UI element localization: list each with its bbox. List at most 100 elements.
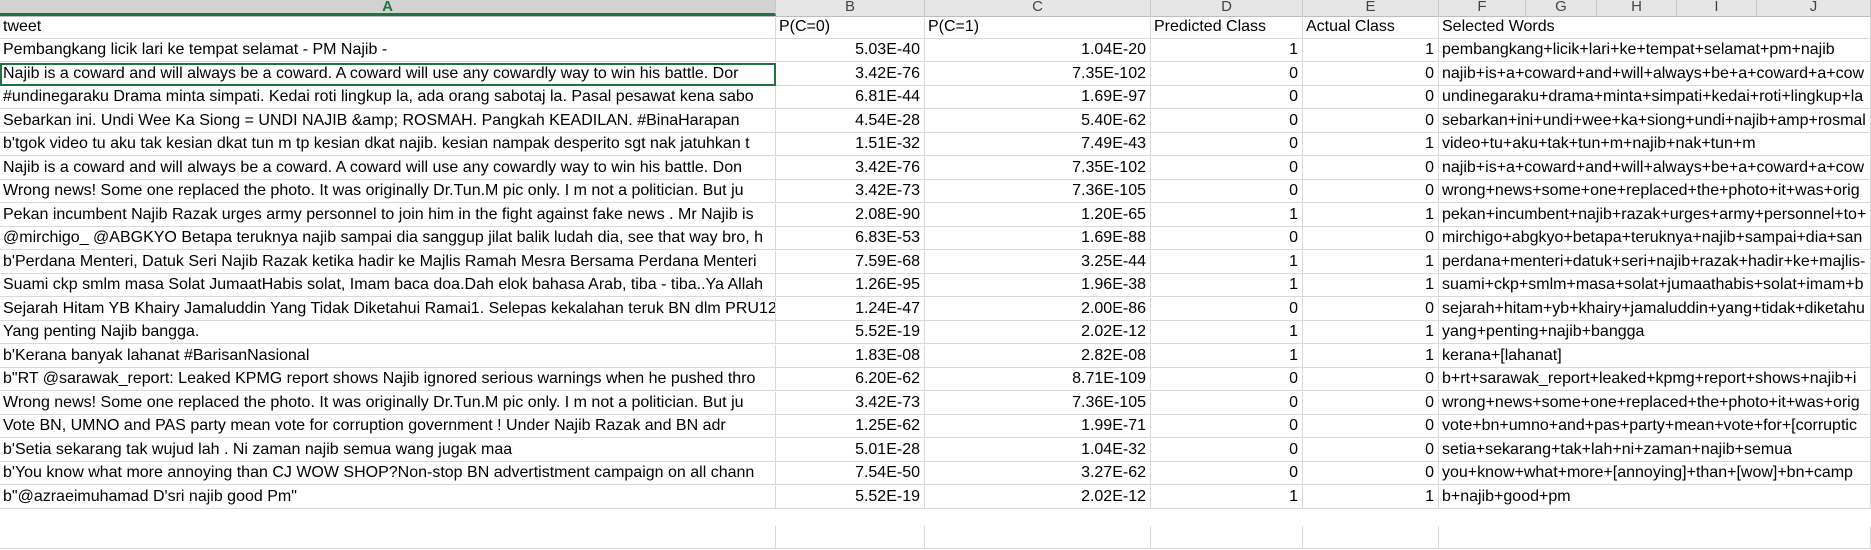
cell-pc1[interactable]: 1.96E-38 xyxy=(925,274,1151,297)
cell-tweet[interactable]: Pembangkang licik lari ke tempat selamat… xyxy=(0,39,776,62)
cell-tweet[interactable]: b"@azraeimuhamad D'sri najib good Pm" xyxy=(0,485,776,509)
cell-tweet[interactable]: b'Kerana banyak lahanat #BarisanNasional xyxy=(0,344,776,368)
empty-cell[interactable] xyxy=(0,526,776,549)
cell-tweet[interactable]: #undinegaraku Drama minta simpati. Kedai… xyxy=(0,86,776,109)
column-header-b[interactable]: B xyxy=(776,0,925,16)
cell-pc0[interactable]: 3.42E-73 xyxy=(776,391,925,415)
cell-pc1[interactable]: 7.35E-102 xyxy=(925,62,1151,86)
cell-actual-class[interactable]: 0 xyxy=(1303,156,1439,180)
cell-selected-words[interactable]: suami+ckp+smlm+masa+solat+jumaathabis+so… xyxy=(1439,274,1871,297)
cell-predicted-class[interactable]: 0 xyxy=(1151,297,1303,321)
cell-actual-class[interactable]: 0 xyxy=(1303,438,1439,462)
cell-pc1[interactable]: 1.69E-97 xyxy=(925,86,1151,109)
cell-selected-words[interactable]: b+rt+sarawak_report+leaked+kpmg+report+s… xyxy=(1439,368,1871,391)
cell-tweet[interactable]: Sebarkan ini. Undi Wee Ka Siong = UNDI N… xyxy=(0,109,776,133)
cell-pc1[interactable]: 2.02E-12 xyxy=(925,321,1151,344)
cell-actual-class[interactable]: 1 xyxy=(1303,344,1439,368)
cell-pc0[interactable]: 1.51E-32 xyxy=(776,133,925,156)
header-actual-class[interactable]: Actual Class xyxy=(1303,16,1439,39)
cell-selected-words[interactable]: you+know+what+more+[annoying]+than+[wow]… xyxy=(1439,462,1871,485)
cell-selected-words[interactable]: pekan+incumbent+najib+razak+urges+army+p… xyxy=(1439,203,1871,227)
cell-pc1[interactable]: 5.40E-62 xyxy=(925,109,1151,133)
cell-pc1[interactable]: 1.04E-20 xyxy=(925,39,1151,62)
cell-predicted-class[interactable]: 1 xyxy=(1151,250,1303,274)
cell-pc0[interactable]: 5.52E-19 xyxy=(776,485,925,509)
header-selected-words[interactable]: Selected Words xyxy=(1439,16,1871,39)
cell-predicted-class[interactable]: 0 xyxy=(1151,391,1303,415)
header-pc0[interactable]: P(C=0) xyxy=(776,16,925,39)
cell-actual-class[interactable]: 0 xyxy=(1303,86,1439,109)
cell-pc0[interactable]: 1.24E-47 xyxy=(776,297,925,321)
cell-pc0[interactable]: 6.83E-53 xyxy=(776,227,925,250)
cell-predicted-class[interactable]: 1 xyxy=(1151,203,1303,227)
cell-pc0[interactable]: 7.54E-50 xyxy=(776,462,925,485)
cell-pc1[interactable]: 7.35E-102 xyxy=(925,156,1151,180)
cell-tweet[interactable]: Pekan incumbent Najib Razak urges army p… xyxy=(0,203,776,227)
cell-actual-class[interactable]: 0 xyxy=(1303,368,1439,391)
cell-selected-words[interactable]: yang+penting+najib+bangga xyxy=(1439,321,1871,344)
column-header-h[interactable]: H xyxy=(1597,0,1677,16)
cell-actual-class[interactable]: 1 xyxy=(1303,274,1439,297)
cell-pc0[interactable]: 3.42E-76 xyxy=(776,62,925,86)
cell-predicted-class[interactable]: 0 xyxy=(1151,133,1303,156)
header-pc1[interactable]: P(C=1) xyxy=(925,16,1151,39)
cell-actual-class[interactable]: 0 xyxy=(1303,109,1439,133)
cell-predicted-class[interactable]: 1 xyxy=(1151,344,1303,368)
cell-predicted-class[interactable]: 0 xyxy=(1151,62,1303,86)
cell-pc1[interactable]: 2.00E-86 xyxy=(925,297,1151,321)
cell-predicted-class[interactable]: 0 xyxy=(1151,227,1303,250)
cell-selected-words[interactable]: b+najib+good+pm xyxy=(1439,485,1871,509)
cell-actual-class[interactable]: 1 xyxy=(1303,203,1439,227)
cell-tweet[interactable]: Suami ckp smlm masa Solat JumaatHabis so… xyxy=(0,274,776,297)
cell-selected-words[interactable]: pembangkang+licik+lari+ke+tempat+selamat… xyxy=(1439,39,1871,62)
cell-tweet[interactable]: Vote BN, UMNO and PAS party mean vote fo… xyxy=(0,415,776,438)
cell-tweet[interactable]: Sejarah Hitam YB Khairy Jamaluddin Yang … xyxy=(0,297,776,321)
cell-predicted-class[interactable]: 0 xyxy=(1151,109,1303,133)
cell-selected-words[interactable]: perdana+menteri+datuk+seri+najib+razak+h… xyxy=(1439,250,1871,274)
column-header-j[interactable]: J xyxy=(1757,0,1871,16)
cell-pc0[interactable]: 3.42E-73 xyxy=(776,180,925,203)
cell-pc1[interactable]: 1.99E-71 xyxy=(925,415,1151,438)
cell-pc0[interactable]: 1.26E-95 xyxy=(776,274,925,297)
cell-pc0[interactable]: 2.08E-90 xyxy=(776,203,925,227)
cell-selected-words[interactable]: najib+is+a+coward+and+will+always+be+a+c… xyxy=(1439,156,1871,180)
cell-selected-words[interactable]: sejarah+hitam+yb+khairy+jamaluddin+yang+… xyxy=(1439,297,1871,321)
cell-selected-words[interactable]: najib+is+a+coward+and+will+always+be+a+c… xyxy=(1439,62,1871,86)
active-cell[interactable]: Najib is a coward and will always be a c… xyxy=(0,62,776,86)
empty-cell[interactable] xyxy=(1303,526,1439,549)
cell-selected-words[interactable]: mirchigo+abgkyo+betapa+teruknya+najib+sa… xyxy=(1439,227,1871,250)
cell-predicted-class[interactable]: 0 xyxy=(1151,415,1303,438)
cell-selected-words[interactable]: kerana+[lahanat] xyxy=(1439,344,1871,368)
cell-predicted-class[interactable]: 0 xyxy=(1151,180,1303,203)
cell-pc0[interactable]: 5.01E-28 xyxy=(776,438,925,462)
cell-pc1[interactable]: 7.49E-43 xyxy=(925,133,1151,156)
cell-pc0[interactable]: 4.54E-28 xyxy=(776,109,925,133)
cell-pc1[interactable]: 1.04E-32 xyxy=(925,438,1151,462)
cell-actual-class[interactable]: 0 xyxy=(1303,391,1439,415)
cell-pc0[interactable]: 6.81E-44 xyxy=(776,86,925,109)
cell-actual-class[interactable]: 1 xyxy=(1303,39,1439,62)
cell-pc0[interactable]: 6.20E-62 xyxy=(776,368,925,391)
cell-predicted-class[interactable]: 0 xyxy=(1151,86,1303,109)
cell-tweet[interactable]: @mirchigo_ @ABGKYO Betapa teruknya najib… xyxy=(0,227,776,250)
cell-pc1[interactable]: 3.25E-44 xyxy=(925,250,1151,274)
cell-pc1[interactable]: 7.36E-105 xyxy=(925,180,1151,203)
cell-tweet[interactable]: Najib is a coward and will always be a c… xyxy=(0,156,776,180)
cell-actual-class[interactable]: 0 xyxy=(1303,227,1439,250)
cell-actual-class[interactable]: 1 xyxy=(1303,250,1439,274)
cell-pc1[interactable]: 1.69E-88 xyxy=(925,227,1151,250)
cell-actual-class[interactable]: 0 xyxy=(1303,297,1439,321)
cell-actual-class[interactable]: 1 xyxy=(1303,485,1439,509)
empty-cell[interactable] xyxy=(776,526,925,549)
column-header-e[interactable]: E xyxy=(1303,0,1439,16)
cell-tweet[interactable]: b'tgok video tu aku tak kesian dkat tun … xyxy=(0,133,776,156)
cell-tweet[interactable]: Wrong news! Some one replaced the photo.… xyxy=(0,391,776,415)
cell-actual-class[interactable]: 0 xyxy=(1303,62,1439,86)
column-header-a[interactable]: A xyxy=(0,0,776,16)
cell-pc0[interactable]: 5.52E-19 xyxy=(776,321,925,344)
cell-pc1[interactable]: 3.27E-62 xyxy=(925,462,1151,485)
cell-pc1[interactable]: 2.82E-08 xyxy=(925,344,1151,368)
cell-actual-class[interactable]: 0 xyxy=(1303,415,1439,438)
cell-pc1[interactable]: 1.20E-65 xyxy=(925,203,1151,227)
